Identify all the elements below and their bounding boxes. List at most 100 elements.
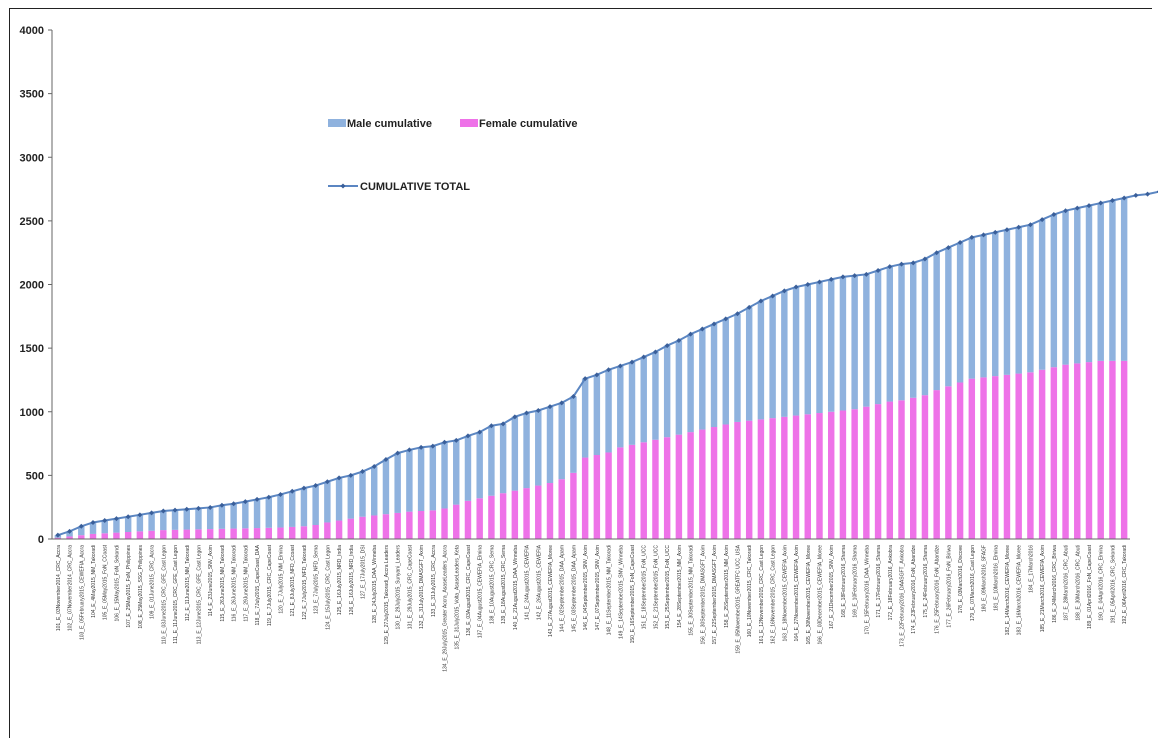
total-point [816,279,822,285]
bar-male [171,510,179,530]
bar-female [699,429,706,539]
x-tick-label: 184_E_17March2016 [1028,545,1034,593]
bar-female [652,439,659,539]
total-point [734,311,740,317]
total-point [477,429,483,435]
bar-female [54,537,62,539]
total-point [277,491,283,497]
x-tick-label: 112_E_11June2015_NM_Takoradi [185,545,191,621]
bar-male [218,505,226,529]
bar-male [546,406,554,484]
total-point [723,316,729,322]
bar-male [921,259,929,396]
x-tick-label: 134_E_29July2015_Greater Accra_AsaseLead… [443,545,449,672]
bar-male [652,351,659,440]
bar-female [183,529,190,539]
x-tick-label: 174_E_23February2016_FoN_Abandze [911,545,917,634]
bar-female [863,406,870,539]
bar-female [710,427,718,539]
bar-female [1109,360,1116,539]
bar-female [792,415,800,539]
total-point [676,337,682,343]
total-point [406,447,412,453]
bar-female [874,404,882,539]
total-point [852,273,858,279]
bar-female [722,424,729,539]
total-point [324,479,330,485]
x-tick-label: 123_E_7July2015_NFD_Sema [314,545,320,614]
x-tick-label: 101_E_03November2014_CRC_Accra [56,545,62,631]
bar-female [980,377,987,539]
x-tick-label: 116_E_26June2015_NM_Takoradi [232,545,238,622]
bar-female [523,488,530,539]
total-line [55,190,1158,538]
bar-male [288,491,296,527]
total-point [78,523,84,529]
bar-male [124,516,132,533]
total-point [395,450,401,456]
total-point [113,516,119,522]
total-point [957,240,963,246]
total-point [1074,205,1080,211]
bar-male [359,471,366,517]
y-axis: 0 500 1000 1500 2000 2500 3000 3500 4000 [20,25,53,546]
bar-male [300,488,308,527]
bar-female [1003,374,1011,539]
x-tick-label: 180_E_09March2016_SFAGF [982,545,988,612]
bar-female [66,536,73,539]
bar-male [1050,214,1058,368]
bar-male [464,435,472,501]
total-point [981,232,987,238]
bar-male [523,413,530,489]
x-tick-label: 113_E_12June2015_CRC_GFE_Cast Legon [196,545,202,645]
bar-male [745,307,753,421]
bar-female [265,527,272,539]
bar-female [816,413,823,539]
bar-female [640,442,647,539]
total-point [207,504,213,510]
total-point [547,404,553,410]
y-tick-label: 4000 [20,25,44,37]
bar-male [1038,219,1046,370]
bar-female [1074,363,1081,539]
bar-male [429,446,437,511]
bar-male [1074,208,1081,364]
x-tick-label: 115_E_26June2015_NM_Takoradi [220,545,226,622]
legend-label-male: Male cumulative [347,118,432,130]
x-tick-label: 190_E_04April2016_CRC_Elmina [1099,545,1105,621]
bar-male [195,508,202,530]
total-point [430,443,436,449]
total-point [137,512,143,518]
total-point [371,463,377,469]
x-tick-label: 120_E_7July2015_NM_Elmina [278,545,284,614]
total-point [219,502,225,508]
bar-female [956,382,964,539]
x-tick-label: 186_E_24March2016_CRC_Biriwa [1052,545,1058,623]
bar-female [429,510,437,539]
bar-female [968,378,976,539]
y-tick-label: 2000 [20,280,44,292]
legend-label-total: CUMULATIVE TOTAL [360,181,470,193]
total-point [254,496,260,502]
x-tick-label: 148_E_11September2015_NM_Takoradi [607,545,613,635]
x-tick-label: 107_E_25May2015_FoN_Philippines [126,545,132,628]
bar-male [804,284,811,415]
total-point [770,293,776,299]
x-tick-label: 156_E_30September2015_DMASGFT_Axim [700,545,706,645]
total-point [664,343,670,349]
x-tick-label: 179_E_07March2016_Cast Legon [970,545,976,621]
bar-male [312,485,319,526]
bar-male [558,402,565,480]
bar-male [956,242,964,383]
x-tick-label: 138_E_10August2015_CRC_Sema [489,545,495,624]
bar-male [183,509,190,530]
total-point [617,363,623,369]
bar-male [898,264,905,401]
bar-female [453,504,460,539]
total-point [231,501,237,507]
bar-female [933,390,940,539]
bar-female [535,485,542,539]
x-tick-label: 104_E_4May2015_NM_Takoradi [91,545,97,618]
x-tick-label: 153_E_25September2015_FoN_UCC [665,545,671,630]
x-tick-label: 165_E_30November2015_CEWEFIA_Moree [806,545,812,645]
